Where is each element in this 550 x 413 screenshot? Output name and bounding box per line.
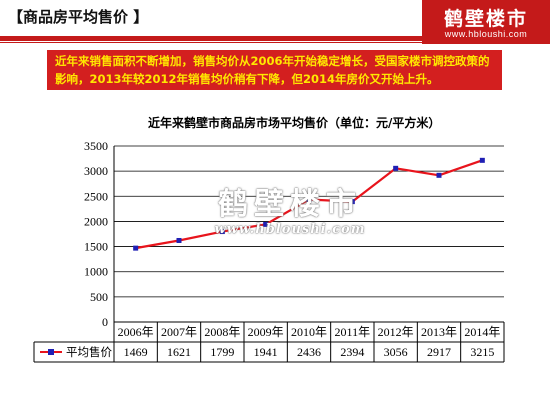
gridlines <box>114 145 504 298</box>
y-tick-label: 2000 <box>84 214 108 228</box>
x-category-label: 2008年 <box>204 325 240 339</box>
y-tick-label: 500 <box>90 290 108 304</box>
data-point <box>349 199 355 205</box>
data-value-label: 2436 <box>297 345 321 359</box>
data-point <box>219 229 225 235</box>
data-point <box>393 165 399 171</box>
watermark: 鹤壁楼市 www.hbloushi.com <box>205 187 375 238</box>
header-rule-thin <box>0 42 422 43</box>
watermark-url: www.hbloushi.com <box>214 222 366 237</box>
y-tick-label: 1000 <box>84 265 108 279</box>
x-category-label: 2009年 <box>248 325 284 339</box>
data-point <box>436 172 442 178</box>
logo-name: 鹤壁楼市 <box>443 8 528 30</box>
data-point <box>306 197 312 203</box>
data-value-label: 1469 <box>124 345 148 359</box>
data-value-label: 1799 <box>210 345 234 359</box>
y-tick-label: 3500 <box>84 139 108 153</box>
data-point <box>176 237 182 243</box>
watermark-name: 鹤壁楼市 <box>218 187 362 222</box>
data-value-label: 3215 <box>470 345 494 359</box>
y-tick-label: 1500 <box>84 240 108 254</box>
data-value-label: 2394 <box>340 345 364 359</box>
data-point <box>133 245 139 251</box>
x-category-label: 2012年 <box>378 325 414 339</box>
data-point <box>263 221 269 227</box>
data-table: 2006年 2007年 2008年 2009年 2010年 2011年 2012年 2013年… <box>33 321 505 363</box>
page-title: 【商品房平均售价 】 <box>8 8 149 26</box>
data-value-label: 3056 <box>384 345 408 359</box>
summary-callout: 近年来销售面积不断增加，销售均价从2006年开始稳定增长，受国家楼市调控政策的影… <box>47 50 502 90</box>
y-tick-label: 3000 <box>84 164 108 178</box>
data-value-label: 2917 <box>427 345 451 359</box>
data-point <box>479 157 485 163</box>
header-rule <box>0 36 422 41</box>
legend-series-name: 平均售价 <box>66 345 112 359</box>
axes: 0 500 1000 1500 2000 2500 3000 3500 <box>84 139 115 329</box>
brand-logo: 鹤壁楼市 www.hbloushi.com <box>422 0 550 44</box>
x-category-label: 2006年 <box>118 325 154 339</box>
x-category-label: 2010年 <box>291 325 327 339</box>
x-category-label: 2013年 <box>421 325 457 339</box>
series-markers <box>133 157 485 251</box>
logo-url: www.hbloushi.com <box>444 29 528 39</box>
x-category-label: 2011年 <box>335 325 371 339</box>
x-category-label: 2014年 <box>464 325 500 339</box>
legend-marker-key <box>48 349 54 355</box>
chart-title: 近年来鹤壁市商品房市场平均售价（单位：元/平方米） <box>148 116 441 130</box>
data-value-label: 1621 <box>167 345 191 359</box>
data-value-label: 1941 <box>254 345 278 359</box>
y-tick-label: 0 <box>102 315 108 329</box>
x-category-label: 2007年 <box>161 325 197 339</box>
y-tick-label: 2500 <box>84 189 108 203</box>
